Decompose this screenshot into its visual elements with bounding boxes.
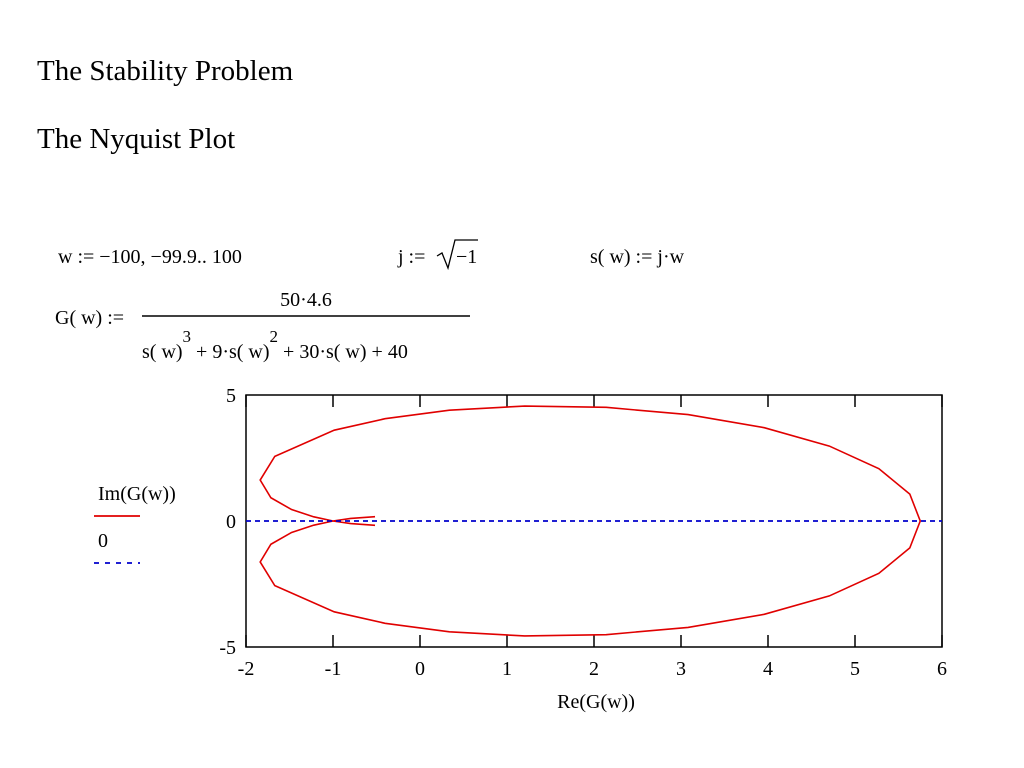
- den-part: + 30·s( w) + 40: [278, 341, 408, 363]
- y-tick-label: 5: [226, 385, 236, 407]
- x-tick-label: 0: [415, 658, 425, 680]
- j-definition: j :=: [397, 246, 425, 268]
- x-axis-label: Re(G(w)): [557, 691, 635, 713]
- x-tick-label: 3: [676, 658, 686, 680]
- x-tick-label: 1: [502, 658, 512, 680]
- g-numerator: 50·4.6: [280, 289, 332, 311]
- plot-frame: [245, 394, 943, 648]
- legend-label: 0: [98, 530, 108, 552]
- g-denominator: s( w)3 + 9·s( w)2 + 30·s( w) + 40: [142, 327, 408, 363]
- s-definition: s( w) := j·w: [590, 246, 685, 268]
- y-tick-label: -5: [219, 637, 236, 659]
- radical-sign: [436, 239, 478, 271]
- subtitle: The Nyquist Plot: [37, 123, 235, 155]
- x-tick-label: 5: [850, 658, 860, 680]
- w-definition: w := −100, −99.9.. 100: [58, 246, 242, 268]
- den-exponent: 2: [270, 327, 279, 346]
- x-tick-label: 4: [763, 658, 773, 680]
- g-lhs: G( w) :=: [55, 307, 124, 329]
- series-line: [259, 405, 922, 637]
- x-tick-label: 2: [589, 658, 599, 680]
- y-tick-label: 0: [226, 511, 236, 533]
- x-tick-label: -1: [325, 658, 342, 680]
- den-exponent: 3: [183, 327, 192, 346]
- j-radicand: −1: [456, 246, 477, 268]
- x-tick-label: -2: [238, 658, 255, 680]
- den-part: + 9·s( w): [191, 341, 270, 363]
- title: The Stability Problem: [37, 55, 294, 87]
- den-part: s( w): [142, 341, 183, 363]
- x-tick-label: 6: [937, 658, 947, 680]
- legend-label: Im(G(w)): [98, 483, 176, 505]
